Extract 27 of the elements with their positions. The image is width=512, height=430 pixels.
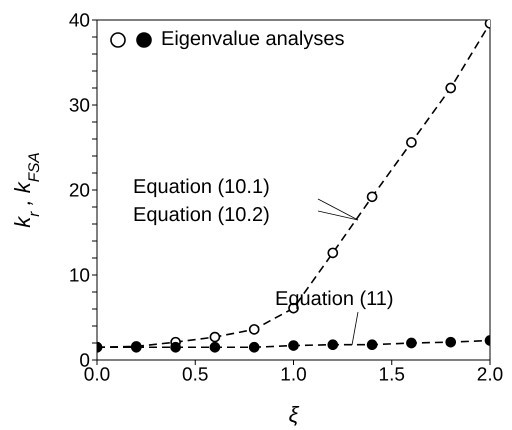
- y-tick-label: 40: [68, 10, 90, 32]
- point: [248, 342, 260, 353]
- x-axis-title: ξ: [288, 402, 300, 427]
- y-tick-label: 10: [68, 266, 90, 287]
- x-tick-label: 0.5: [182, 364, 208, 386]
- point: [445, 336, 456, 348]
- point: [366, 339, 378, 350]
- point: [248, 324, 260, 335]
- point: [210, 332, 220, 342]
- x-tick-label: 2.0: [476, 364, 504, 386]
- point: [366, 191, 378, 202]
- y-tick-label: 30: [68, 96, 90, 117]
- annotation: Equation (10.1): [133, 176, 270, 198]
- point: [288, 340, 299, 351]
- x-tick-label: 1.5: [378, 364, 405, 386]
- y-tick-label: 20: [68, 180, 90, 202]
- point: [170, 342, 181, 353]
- point: [210, 342, 220, 353]
- annotation: Equation (11): [275, 288, 394, 310]
- annotation: Equation (10.2): [133, 204, 270, 226]
- point: [327, 339, 338, 350]
- x-tick-label: 1.0: [280, 364, 307, 386]
- point: [406, 137, 417, 148]
- point: [406, 338, 417, 348]
- legend-label: Eigenvalue analyses: [161, 28, 344, 51]
- point: [327, 248, 338, 258]
- point: [445, 82, 456, 94]
